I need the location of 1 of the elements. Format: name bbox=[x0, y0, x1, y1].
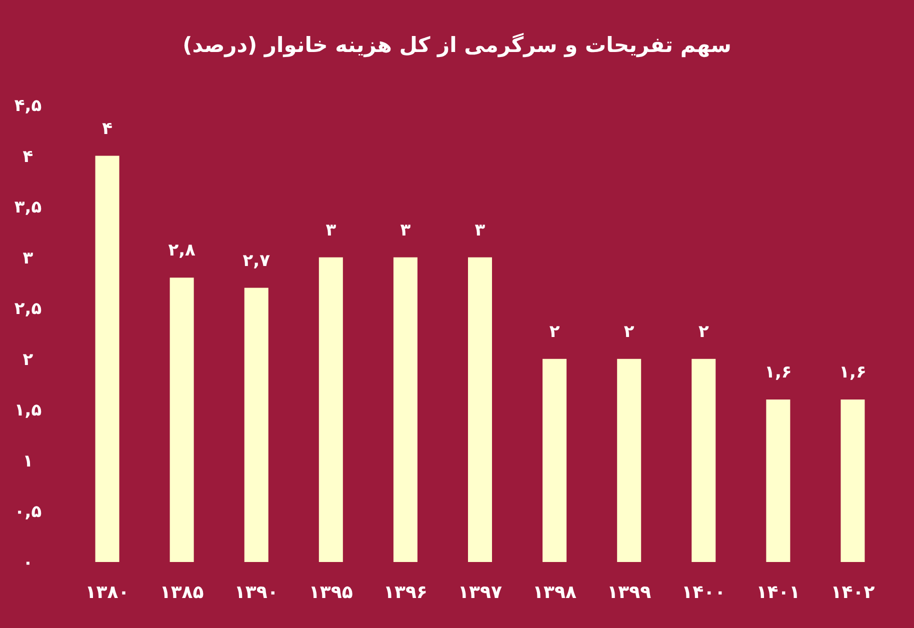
title: سهم تفریحات و سرگرمی از کل هزینه خانوار (درصد) bbox=[182, 33, 732, 57]
